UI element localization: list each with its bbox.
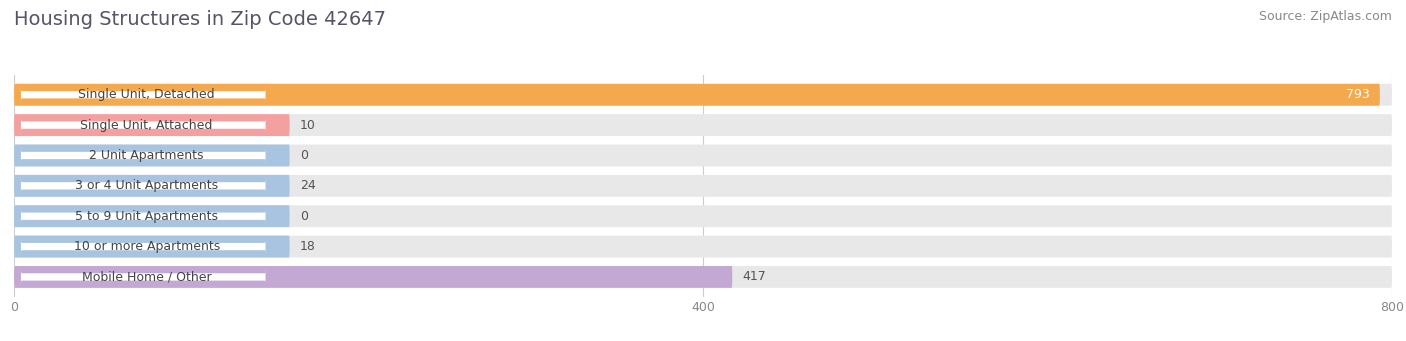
FancyBboxPatch shape [14,114,290,136]
FancyBboxPatch shape [14,236,1392,257]
FancyBboxPatch shape [14,205,290,227]
Text: 0: 0 [299,149,308,162]
FancyBboxPatch shape [21,146,266,165]
FancyBboxPatch shape [21,85,266,105]
FancyBboxPatch shape [21,267,266,287]
Text: 5 to 9 Unit Apartments: 5 to 9 Unit Apartments [75,210,218,223]
Text: 2 Unit Apartments: 2 Unit Apartments [90,149,204,162]
FancyBboxPatch shape [21,115,266,135]
FancyBboxPatch shape [21,237,266,256]
FancyBboxPatch shape [14,84,1379,106]
Text: 0: 0 [299,210,308,223]
FancyBboxPatch shape [14,236,290,257]
FancyBboxPatch shape [14,145,290,166]
Text: 793: 793 [1346,88,1369,101]
Text: Single Unit, Detached: Single Unit, Detached [79,88,215,101]
FancyBboxPatch shape [14,266,733,288]
Text: 10: 10 [299,119,316,132]
Text: Mobile Home / Other: Mobile Home / Other [82,270,211,283]
FancyBboxPatch shape [14,175,290,197]
FancyBboxPatch shape [14,114,1392,136]
Text: 417: 417 [742,270,766,283]
FancyBboxPatch shape [14,145,1392,166]
Text: 18: 18 [299,240,316,253]
FancyBboxPatch shape [14,84,1392,106]
Text: Source: ZipAtlas.com: Source: ZipAtlas.com [1258,10,1392,23]
FancyBboxPatch shape [21,206,266,226]
FancyBboxPatch shape [14,205,1392,227]
Text: 10 or more Apartments: 10 or more Apartments [73,240,219,253]
Text: 24: 24 [299,179,316,192]
FancyBboxPatch shape [14,175,1392,197]
FancyBboxPatch shape [21,176,266,196]
Text: Single Unit, Attached: Single Unit, Attached [80,119,212,132]
Text: Housing Structures in Zip Code 42647: Housing Structures in Zip Code 42647 [14,10,387,29]
Text: 3 or 4 Unit Apartments: 3 or 4 Unit Apartments [75,179,218,192]
FancyBboxPatch shape [14,266,1392,288]
